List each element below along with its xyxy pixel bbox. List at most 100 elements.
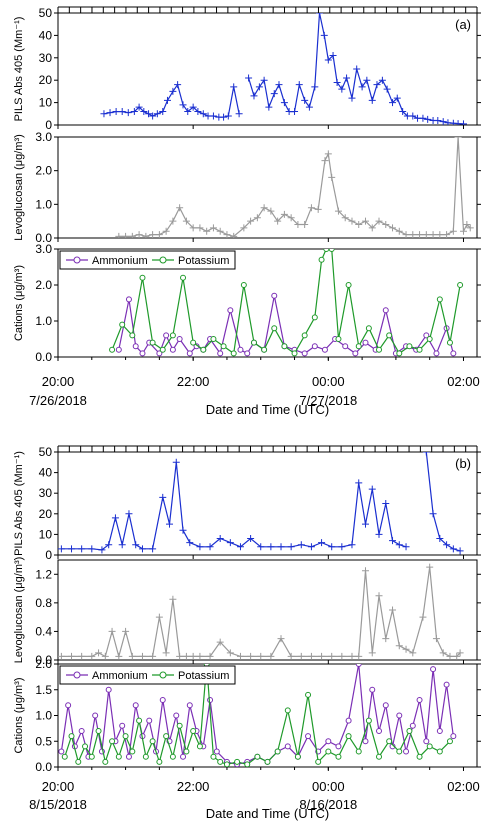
data-point xyxy=(216,227,224,235)
data-point xyxy=(216,535,224,543)
data-point xyxy=(255,83,263,91)
data-point xyxy=(449,545,457,553)
data-point xyxy=(216,638,224,646)
data-point xyxy=(209,224,217,232)
y-tick-label: 40 xyxy=(39,28,53,42)
data-point xyxy=(389,537,397,545)
data-point xyxy=(459,227,467,235)
data-point xyxy=(301,96,309,104)
legend-marker xyxy=(73,671,81,679)
data-point xyxy=(416,346,423,353)
data-point xyxy=(355,652,363,660)
data-point xyxy=(190,727,197,734)
x-tick-date: 8/15/2018 xyxy=(29,797,87,812)
data-point xyxy=(443,681,450,688)
data-point xyxy=(257,652,265,660)
data-point xyxy=(234,758,241,765)
data-point xyxy=(159,108,167,116)
series-abs xyxy=(58,452,464,555)
data-point xyxy=(162,649,170,657)
data-point xyxy=(163,733,170,740)
y-tick-label: 1.0 xyxy=(35,709,52,723)
y-tick-label: 40 xyxy=(39,466,53,480)
data-point xyxy=(186,350,193,357)
data-point xyxy=(149,545,157,553)
data-point xyxy=(101,652,109,660)
data-point xyxy=(389,99,397,107)
data-point xyxy=(294,753,301,760)
data-point xyxy=(244,761,251,767)
data-point xyxy=(196,652,204,660)
series-abs xyxy=(100,13,467,125)
data-point xyxy=(321,346,328,353)
data-point xyxy=(118,541,126,549)
plot-frame xyxy=(57,136,478,239)
data-point xyxy=(217,758,224,765)
data-point xyxy=(130,108,138,116)
panel-tag: (a) xyxy=(455,17,471,32)
data-point xyxy=(267,543,275,551)
data-point xyxy=(155,231,163,238)
data-point xyxy=(122,733,129,740)
data-point xyxy=(389,224,397,232)
data-point xyxy=(132,343,139,350)
data-point xyxy=(402,231,410,238)
data-point xyxy=(396,350,403,357)
data-point xyxy=(376,346,383,353)
data-point xyxy=(453,652,461,660)
legend-label: Ammonium xyxy=(92,670,148,682)
data-point xyxy=(136,717,143,724)
data-point xyxy=(399,108,407,116)
legend-label: Potassium xyxy=(178,255,229,267)
data-point xyxy=(169,217,177,225)
data-point xyxy=(328,652,336,660)
data-point xyxy=(369,686,376,693)
data-point xyxy=(176,722,183,729)
data-point xyxy=(287,214,295,222)
data-point xyxy=(176,204,184,212)
data-point xyxy=(196,543,204,551)
data-point xyxy=(58,748,65,755)
data-point xyxy=(149,231,157,238)
x-axis-title: Date and Time (UTC) xyxy=(206,402,330,417)
data-point xyxy=(253,214,261,222)
x-tick-date: 7/26/2018 xyxy=(29,393,87,408)
data-point xyxy=(240,224,248,232)
data-point xyxy=(105,541,113,549)
data-point xyxy=(196,743,203,750)
data-point xyxy=(119,722,126,729)
data-point xyxy=(176,652,184,660)
data-point xyxy=(295,81,303,89)
data-point xyxy=(270,90,278,98)
data-point xyxy=(281,343,288,350)
data-point xyxy=(250,339,257,346)
data-point xyxy=(361,520,369,528)
data-point xyxy=(179,526,187,534)
data-point xyxy=(457,282,464,288)
legend-box xyxy=(59,250,236,270)
data-point xyxy=(345,282,352,288)
data-point xyxy=(429,510,437,518)
data-point xyxy=(230,232,238,238)
panel-a: 0 10 20 30 40 50 PILS Abs 405 (Mm⁻¹) (a) 0.0 1.0 2… xyxy=(13,6,481,417)
data-point xyxy=(236,652,244,660)
data-point xyxy=(163,332,170,339)
data-point xyxy=(149,112,157,120)
data-point xyxy=(314,205,322,213)
x-tick-label: 02:00 xyxy=(447,779,480,794)
series-line xyxy=(248,13,464,125)
data-point xyxy=(166,520,174,528)
y-tick-label: 50 xyxy=(39,6,53,20)
data-point xyxy=(213,748,220,755)
x-tick-date: 8/16/2018 xyxy=(299,797,357,812)
data-point xyxy=(305,103,313,111)
data-point xyxy=(395,227,403,235)
data-point xyxy=(194,108,202,116)
data-point xyxy=(345,717,352,724)
data-point xyxy=(311,314,318,321)
data-point xyxy=(88,652,96,660)
data-point xyxy=(176,336,183,342)
data-point xyxy=(355,664,362,667)
data-point xyxy=(352,350,359,357)
